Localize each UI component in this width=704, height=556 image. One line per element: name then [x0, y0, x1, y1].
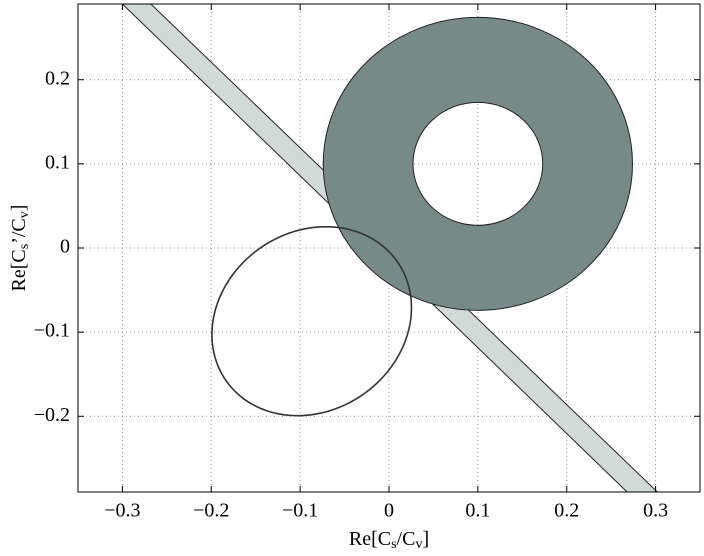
ellipse-contour — [211, 225, 413, 417]
x-tick-label: 0.2 — [554, 500, 579, 522]
y-tick-label: −0.1 — [34, 320, 70, 342]
y-label-part: Re[C — [8, 249, 30, 291]
ticks: −0.3 −0.2 −0.1 0 0.1 0.2 0.3 −0.2 −0.1 0 0.1 0.2 — [34, 4, 700, 522]
x-tick-label: −0.2 — [193, 500, 229, 522]
x-label-part: /C — [397, 528, 416, 550]
x-tick-label: 0.3 — [643, 500, 668, 522]
annulus-region — [322, 17, 633, 311]
y-tick-label: 0 — [60, 236, 70, 258]
y-tick-label: −0.2 — [34, 404, 70, 426]
x-label-sub: s — [391, 537, 396, 552]
x-tick-label: −0.3 — [104, 500, 140, 522]
plot-area — [121, 4, 659, 492]
y-label-part: ’/C — [8, 218, 30, 244]
y-tick-label: 0.2 — [45, 67, 70, 89]
y-axis-label: Re[Cs’/Cv] — [8, 205, 33, 292]
x-label-part: ] — [422, 528, 429, 550]
y-label-part: ] — [8, 205, 30, 212]
y-label-sub: s — [17, 244, 32, 249]
x-tick-label: 0.1 — [465, 500, 490, 522]
x-axis-label: Re[Cs/Cv] — [349, 528, 429, 553]
x-label-sub: v — [415, 537, 422, 552]
x-tick-label: −0.1 — [282, 500, 318, 522]
x-tick-label: 0 — [384, 500, 394, 522]
x-label-part: Re[C — [349, 528, 391, 550]
y-label-sub: v — [17, 211, 32, 218]
y-tick-label: 0.1 — [45, 151, 70, 173]
